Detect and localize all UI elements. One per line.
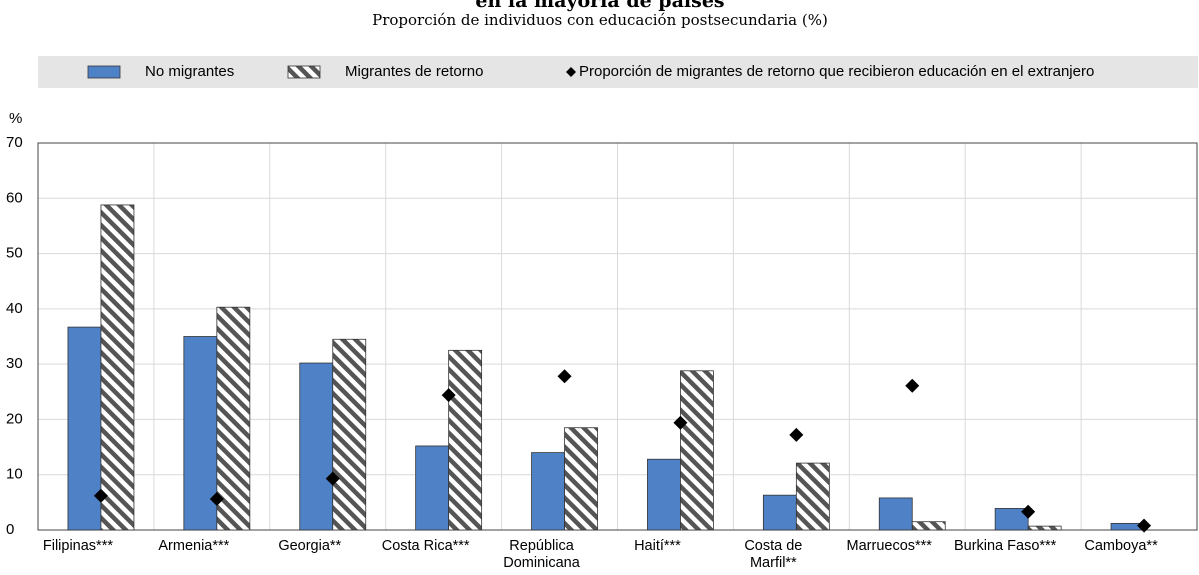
y-tick-label: 0	[6, 521, 14, 538]
bar	[415, 445, 450, 531]
hatched-bar	[1027, 525, 1062, 531]
x-tick-label: Georgia**	[278, 538, 342, 554]
legend-label: Migrantes de retorno	[345, 63, 483, 80]
diamond-marker	[673, 415, 688, 430]
hatched-bar	[795, 462, 830, 531]
bar	[67, 326, 102, 531]
y-tick-label: 50	[6, 245, 23, 262]
bar	[299, 362, 334, 531]
y-tick-label: 30	[6, 355, 23, 372]
hatched-bar	[100, 204, 135, 531]
x-tick-label: Costa Rica***	[381, 538, 470, 554]
chart-subtitle: Proporción de individuos con educación p…	[372, 11, 828, 29]
x-tick-label: República Dominicana	[503, 538, 580, 571]
bar	[183, 336, 218, 531]
diamond-marker	[905, 378, 920, 393]
x-tick-label: Filipinas***	[42, 538, 113, 554]
legend-label: Proporción de migrantes de retorno que r…	[579, 63, 1094, 80]
chart-title: en la mayoría de países	[475, 0, 724, 12]
y-axis-label: %	[9, 110, 22, 127]
diamond-marker	[789, 427, 804, 442]
x-tick-label: Costa de Marfil**	[744, 538, 803, 571]
diamond-marker	[1021, 504, 1036, 519]
bar	[531, 452, 565, 531]
legend-background	[38, 56, 1198, 88]
legend-label: No migrantes	[145, 63, 234, 80]
legend-swatch	[287, 65, 321, 79]
y-tick-label: 20	[6, 410, 23, 427]
diamond-marker	[325, 471, 340, 486]
y-tick-label: 60	[6, 189, 23, 206]
x-tick-label: Haití***	[634, 538, 681, 554]
hatched-bar	[680, 370, 714, 531]
x-tick-label: Camboya**	[1084, 538, 1158, 554]
x-tick-label: Armenia***	[158, 538, 230, 554]
legend-marker	[566, 67, 576, 77]
hatched-bar	[911, 521, 946, 531]
diamond-marker	[1137, 518, 1152, 533]
x-tick-label: Marruecos***	[846, 538, 932, 554]
bar	[762, 494, 797, 531]
y-tick-label: 10	[6, 466, 23, 483]
hatched-bar	[564, 427, 598, 531]
y-tick-label: 40	[6, 300, 23, 317]
hatched-bar	[448, 349, 483, 531]
y-tick-label: 70	[6, 134, 23, 151]
diamond-marker	[441, 388, 456, 403]
diamond-marker	[93, 488, 108, 503]
legend-swatch	[87, 65, 121, 79]
hatched-bar	[332, 338, 367, 531]
plot-frame	[37, 142, 1198, 531]
hatched-bar	[216, 306, 251, 531]
diamond-marker	[557, 369, 572, 384]
x-tick-label: Burkina Faso***	[953, 538, 1057, 554]
bar	[878, 497, 913, 531]
bar	[994, 508, 1029, 531]
diamond-marker	[209, 492, 224, 507]
bar	[647, 458, 681, 531]
